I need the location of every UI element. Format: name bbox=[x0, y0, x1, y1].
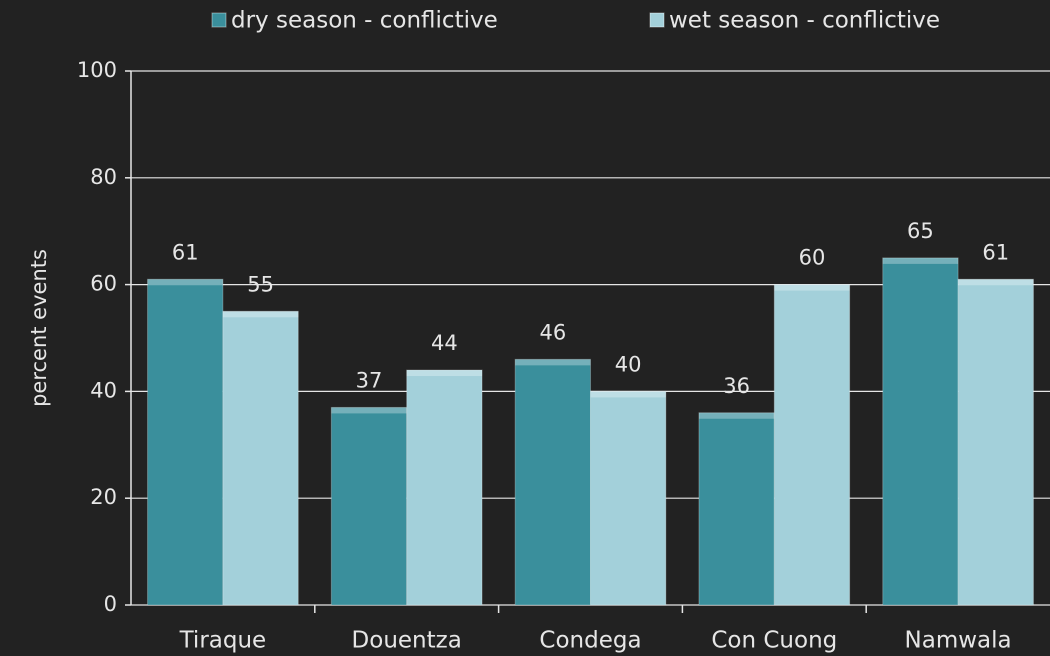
bar bbox=[698, 412, 775, 606]
legend-label: dry season - conflictive bbox=[231, 8, 498, 34]
data-label: 46 bbox=[539, 320, 566, 344]
x-tick-label: Douentza bbox=[352, 628, 462, 654]
bar-highlight bbox=[698, 412, 775, 419]
data-label: 55 bbox=[247, 272, 274, 296]
bar-highlight bbox=[222, 311, 299, 318]
bar-highlight bbox=[147, 279, 223, 286]
y-tick-label: 40 bbox=[90, 378, 117, 402]
data-label: 44 bbox=[431, 331, 458, 355]
y-tick-label: 80 bbox=[90, 165, 117, 189]
bar bbox=[957, 278, 1034, 606]
bar bbox=[406, 369, 483, 606]
bar-highlight bbox=[515, 359, 591, 366]
data-label: 61 bbox=[982, 240, 1009, 264]
data-label: 65 bbox=[907, 219, 934, 243]
y-tick-label: 20 bbox=[90, 485, 117, 509]
data-label: 36 bbox=[723, 374, 750, 398]
bar-highlight bbox=[406, 370, 483, 377]
x-tick-label: Con Cuong bbox=[711, 628, 837, 654]
bar bbox=[514, 358, 592, 606]
data-label: 37 bbox=[356, 368, 383, 392]
bar-highlight bbox=[590, 391, 666, 398]
bar bbox=[330, 406, 408, 606]
x-tick-label: Namwala bbox=[905, 628, 1012, 654]
bar bbox=[222, 310, 299, 606]
y-tick-label: 60 bbox=[90, 272, 117, 296]
data-label: 40 bbox=[615, 352, 642, 376]
bar bbox=[773, 284, 851, 606]
bar-highlight bbox=[331, 407, 407, 414]
y-axis-label: percent events bbox=[27, 249, 51, 407]
bar-highlight bbox=[774, 284, 850, 291]
legend-label: wet season - conflictive bbox=[669, 8, 940, 34]
x-tick-label: Tiraque bbox=[179, 628, 267, 654]
x-tick-label: Condega bbox=[539, 628, 641, 654]
bar bbox=[147, 278, 224, 606]
bar bbox=[590, 390, 667, 606]
bar bbox=[882, 257, 959, 606]
bar-highlight bbox=[882, 257, 959, 264]
bar-highlight bbox=[958, 279, 1034, 286]
data-label: 60 bbox=[799, 246, 826, 270]
y-tick-label: 0 bbox=[104, 592, 117, 616]
legend-swatch bbox=[649, 12, 665, 28]
legend-swatch bbox=[211, 12, 227, 28]
data-label: 61 bbox=[172, 240, 199, 264]
y-tick-label: 100 bbox=[77, 58, 117, 82]
